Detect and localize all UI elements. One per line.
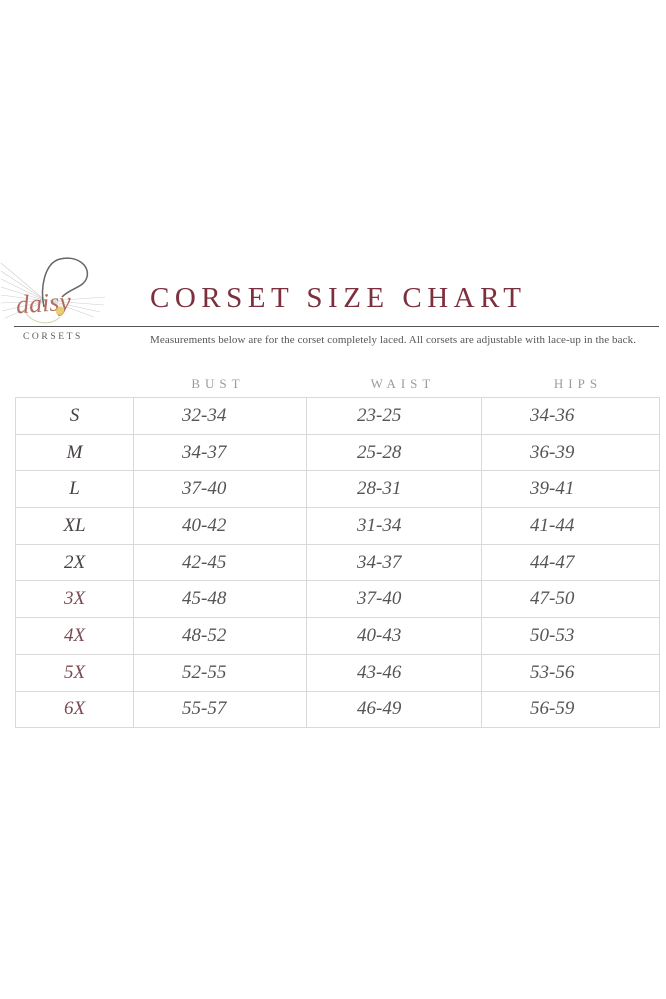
svg-text:CORSETS: CORSETS <box>23 332 83 342</box>
svg-text:daisy: daisy <box>15 287 72 320</box>
